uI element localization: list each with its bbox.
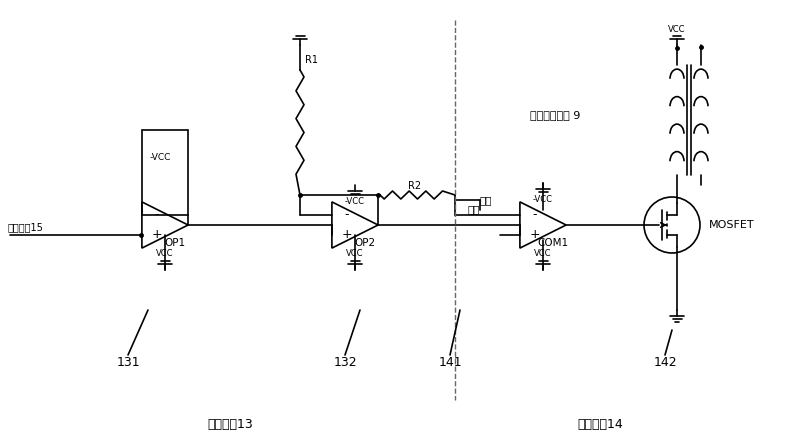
Text: OP1: OP1	[165, 238, 186, 248]
Text: -: -	[533, 208, 538, 222]
Text: 141: 141	[438, 357, 462, 370]
Text: 取样电路13: 取样电路13	[207, 418, 253, 431]
Text: VCC: VCC	[668, 25, 686, 33]
Text: 131: 131	[116, 357, 140, 370]
Text: 132: 132	[333, 357, 357, 370]
Text: -VCC: -VCC	[345, 197, 365, 205]
Text: -VCC: -VCC	[150, 153, 170, 162]
Text: 142: 142	[653, 357, 677, 370]
Text: 电磁调整装置 9: 电磁调整装置 9	[530, 110, 580, 120]
Text: 控制电路14: 控制电路14	[577, 418, 623, 431]
Text: VCC: VCC	[346, 250, 364, 258]
Text: VCC: VCC	[156, 250, 174, 258]
Bar	[142, 130, 188, 215]
Text: R2: R2	[409, 181, 422, 191]
Text: COM1: COM1	[538, 238, 569, 248]
Text: -VCC: -VCC	[533, 194, 553, 204]
Text: -: -	[345, 208, 350, 222]
Text: +: +	[152, 229, 162, 241]
Text: +: +	[342, 229, 352, 241]
Text: VCC: VCC	[534, 250, 552, 258]
Text: R1: R1	[306, 55, 318, 65]
Text: OP2: OP2	[354, 238, 375, 248]
Text: +: +	[530, 229, 540, 241]
Text: MOSFET: MOSFET	[709, 220, 755, 230]
Text: 样品电流15: 样品电流15	[8, 223, 44, 233]
Text: 阈值: 阈值	[480, 195, 493, 205]
Text: 阈值: 阈值	[468, 204, 481, 214]
Text: -: -	[154, 208, 159, 222]
